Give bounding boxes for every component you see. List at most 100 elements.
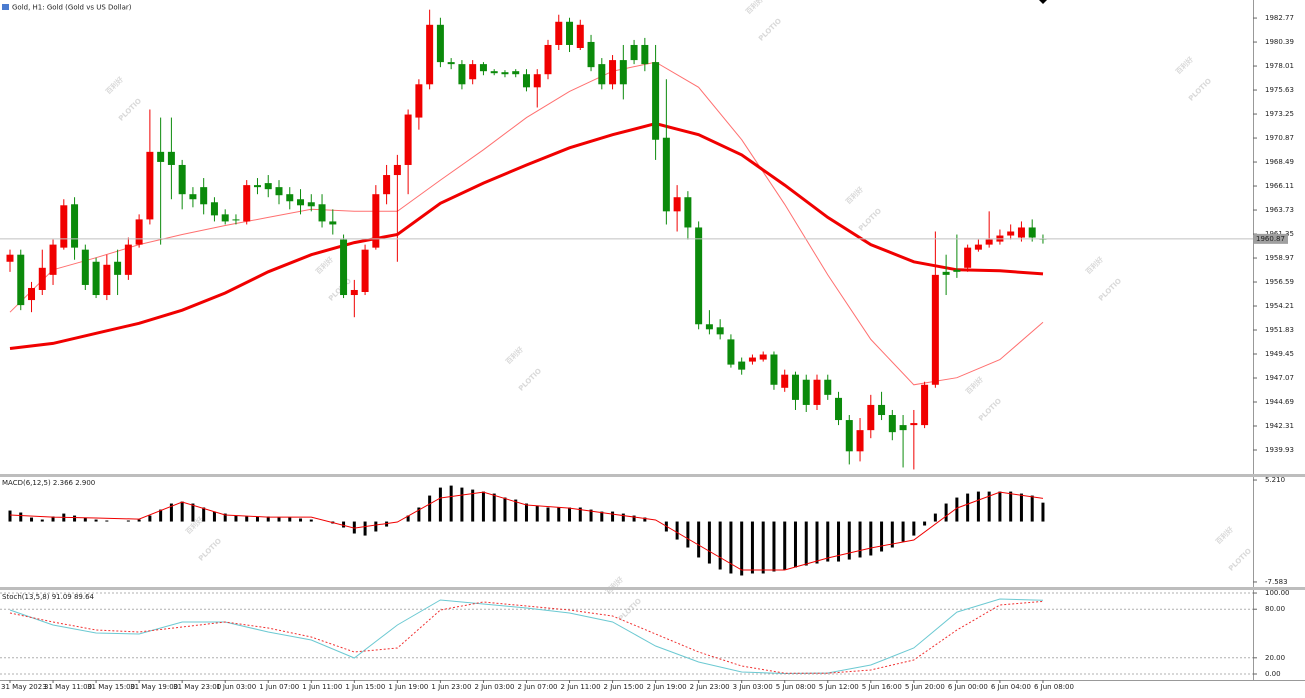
y-tick-label: 100.00 [1265,589,1290,597]
macd-bar [837,521,841,562]
candle-body [114,261,122,275]
candle-body [350,289,358,296]
macd-bar [352,521,356,534]
x-tick-label: 1 Jun 19:00 [388,683,428,691]
macd-bar [686,521,690,548]
candle-body [705,324,713,330]
macd-bar [514,499,518,522]
macd-bar [438,487,442,522]
macd-bar [406,515,410,522]
candle-body [426,24,434,85]
candle-body [415,84,423,118]
macd-bar [471,489,475,522]
macd-bar [417,507,421,522]
macd-bar [621,513,625,522]
macd-bar [202,507,206,522]
macd-bar [1009,491,1013,522]
y-tick-label: 1944.69 [1265,398,1294,406]
candle-body [964,247,972,268]
macd-bar [793,521,797,568]
current-price-box [1254,233,1288,244]
x-tick-label: 1 Jun 15:00 [345,683,385,691]
candle-body [533,74,541,88]
macd-bar [535,505,539,522]
candle-body [1017,227,1025,238]
macd-bar [632,515,636,522]
candle-body [501,72,509,75]
macd-bar [750,521,754,574]
candle-body [587,41,595,68]
candle-body [479,64,487,72]
candle-body [835,397,843,421]
y-tick-label: 1966.11 [1265,182,1294,190]
macd-bar [363,521,367,536]
x-tick-label: 5 Jun 12:00 [819,683,859,691]
macd-bar [245,516,249,522]
x-tick-label: 2 Jun 19:00 [647,683,687,691]
candle-body [297,199,305,206]
chart-title: Gold, H1: Gold (Gold vs US Dollar) [12,4,132,12]
macd-bar [783,521,787,570]
candle-body [361,249,369,293]
candle-body [340,239,348,296]
candle-body [770,354,778,385]
macd-bar [223,513,227,522]
macd-bar [309,519,313,522]
y-tick-label: 1958.97 [1265,254,1294,262]
y-tick-label: 1970.87 [1265,134,1294,142]
candle-body [103,264,111,296]
macd-bar [600,511,604,522]
macd-bar [159,509,163,522]
macd-bar [707,521,711,564]
y-tick-label: 1947.07 [1265,374,1294,382]
candle-body [791,374,799,400]
candle-body [157,151,165,162]
macd-bar [288,517,292,522]
macd-bar [761,521,765,574]
indicator-line [9,122,1044,350]
y-tick-label: 0.00 [1265,670,1281,678]
candle-body [609,60,617,85]
macd-bar [1030,495,1034,522]
candle-body [802,379,810,405]
candle-body [167,151,175,165]
macd-bar [976,491,980,522]
x-tick-label: 5 Jun 08:00 [776,683,816,691]
candle-body [404,114,412,165]
panel-separator [0,587,1305,590]
macd-bar [740,521,744,576]
candle-body [555,21,563,45]
indicator-line [9,61,1044,386]
macd-bar [94,519,98,522]
x-tick-label: 2 Jun 11:00 [561,683,601,691]
candle-body [899,425,907,431]
candle-body [522,74,530,88]
candle-body [232,219,240,221]
candle-body [544,44,552,75]
candle-body [759,354,767,360]
candle-body [447,62,455,65]
macd-bar [697,521,701,558]
candle-body [1028,227,1036,238]
y-tick-label: 1939.93 [1265,446,1294,454]
x-tick-label: 31 May 11:00 [44,683,92,691]
candle-body [318,204,326,222]
macd-bar [342,521,346,528]
y-tick-label: 1982.77 [1265,14,1294,22]
y-tick-label: 1949.45 [1265,350,1294,358]
candle-body [49,244,57,275]
x-tick-label: 1 Jun 11:00 [302,683,342,691]
candle-body [727,339,735,365]
candle-body [38,267,46,290]
macd-bar [255,516,259,522]
x-tick-label: 2 Jun 07:00 [517,683,557,691]
macd-bar [169,503,173,522]
macd-bar [869,521,873,556]
symbol-icon [2,4,9,10]
y-tick-label: 1980.39 [1265,38,1294,46]
y-tick-label: 20.00 [1265,654,1285,662]
macd-bar [858,521,862,558]
candle-body [243,185,251,222]
candle-body [619,60,627,85]
